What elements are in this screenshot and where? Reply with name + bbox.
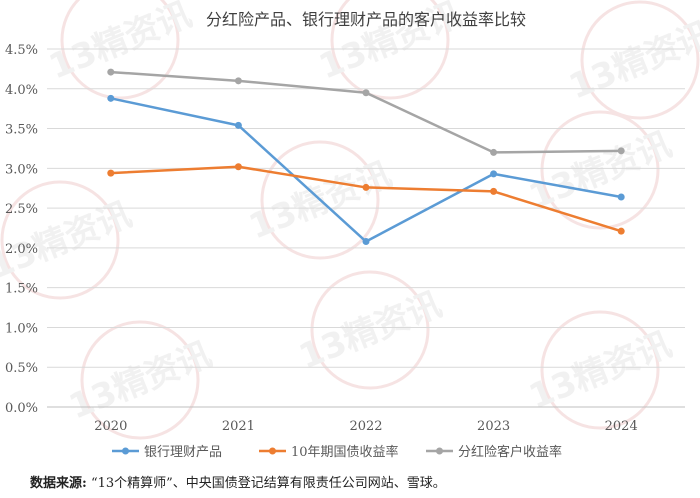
data-point [617, 227, 625, 235]
y-tick-label: 4.0% [5, 83, 38, 98]
chart-title: 分红险产品、银行理财产品的客户收益率比较 [206, 10, 526, 29]
watermark-ring [80, 320, 200, 440]
watermark: 13精资讯 [294, 270, 447, 390]
legend-label: 银行理财产品 [144, 445, 222, 460]
watermark: 13精资讯 [64, 320, 217, 440]
data-point [490, 148, 498, 156]
data-point [107, 68, 115, 76]
legend: 银行理财产品 10年期国债收益率 分红险客户收益率 [112, 444, 562, 460]
series-layer [107, 68, 625, 246]
y-tick-label: 3.5% [5, 123, 38, 138]
data-point [617, 147, 625, 155]
watermark-ring [580, 0, 700, 120]
watermark-text: 13精资讯 [44, 0, 197, 87]
y-axis-ticks: 0.0% 0.5% 1.0% 1.5% 2.0% 2.5% 3.0% 3.5% 4.0% 4.5% [5, 43, 38, 416]
x-tick-label: 2021 [222, 419, 255, 434]
data-point [362, 183, 370, 191]
y-tick-label: 4.5% [5, 43, 38, 58]
series-line [109, 70, 623, 154]
watermark-ring [0, 180, 120, 300]
data-point [107, 169, 115, 177]
legend-label: 10年期国债收益率 [291, 444, 399, 460]
y-tick-label: 0.0% [5, 401, 38, 416]
series-1 [107, 94, 625, 246]
watermark: 13精资讯 [44, 0, 197, 100]
legend-swatch-marker [269, 447, 276, 455]
data-point [107, 94, 115, 102]
legend-swatch-marker [436, 447, 443, 455]
watermark-ring [540, 310, 660, 430]
data-point [490, 170, 498, 178]
data-point [234, 121, 242, 129]
y-tick-label: 1.0% [5, 321, 38, 336]
watermark-ring [540, 110, 660, 230]
data-point [362, 89, 370, 97]
watermark-text: 13精资讯 [524, 324, 677, 417]
watermark: 13精资讯 [0, 180, 137, 300]
watermark: 13精资讯 [524, 310, 677, 430]
data-source-note: 数据来源: “13个精算师”、中央国债登记结算有限责任公司网站、雪球。 [30, 472, 446, 491]
y-tick-label: 2.5% [5, 202, 38, 217]
watermark-text: 13精资讯 [564, 14, 700, 107]
watermark-ring [310, 270, 430, 390]
x-tick-label: 2020 [94, 419, 127, 434]
watermark-text: 13精资讯 [294, 284, 447, 377]
x-axis-ticks: 2020 2021 2022 2023 2024 [94, 419, 637, 434]
legend-label: 分红险客户收益率 [458, 444, 562, 460]
x-tick-label: 2023 [477, 419, 510, 434]
y-tick-label: 2.0% [5, 242, 38, 257]
data-source-label: 数据来源: [30, 476, 87, 491]
series-3 [107, 68, 625, 156]
data-point [617, 193, 625, 201]
series-2 [107, 163, 625, 235]
y-tick-label: 1.5% [5, 282, 38, 297]
x-tick-label: 2022 [349, 419, 382, 434]
y-tick-label: 0.5% [5, 361, 38, 376]
watermark-ring [330, 0, 450, 100]
x-tick-label: 2024 [605, 419, 638, 434]
watermark-text: 13精资讯 [524, 124, 677, 217]
data-point [490, 187, 498, 195]
data-point [234, 77, 242, 85]
grid-lines [47, 48, 685, 408]
y-tick-label: 3.0% [5, 162, 38, 177]
data-source-text: “13个精算师”、中央国债登记结算有限责任公司网站、雪球。 [90, 476, 446, 491]
watermark-ring [60, 0, 180, 100]
data-point [362, 238, 370, 246]
watermark-ring [260, 140, 380, 260]
watermark-text: 13精资讯 [64, 334, 217, 427]
data-point [234, 163, 242, 171]
legend-swatch-marker [122, 447, 129, 455]
